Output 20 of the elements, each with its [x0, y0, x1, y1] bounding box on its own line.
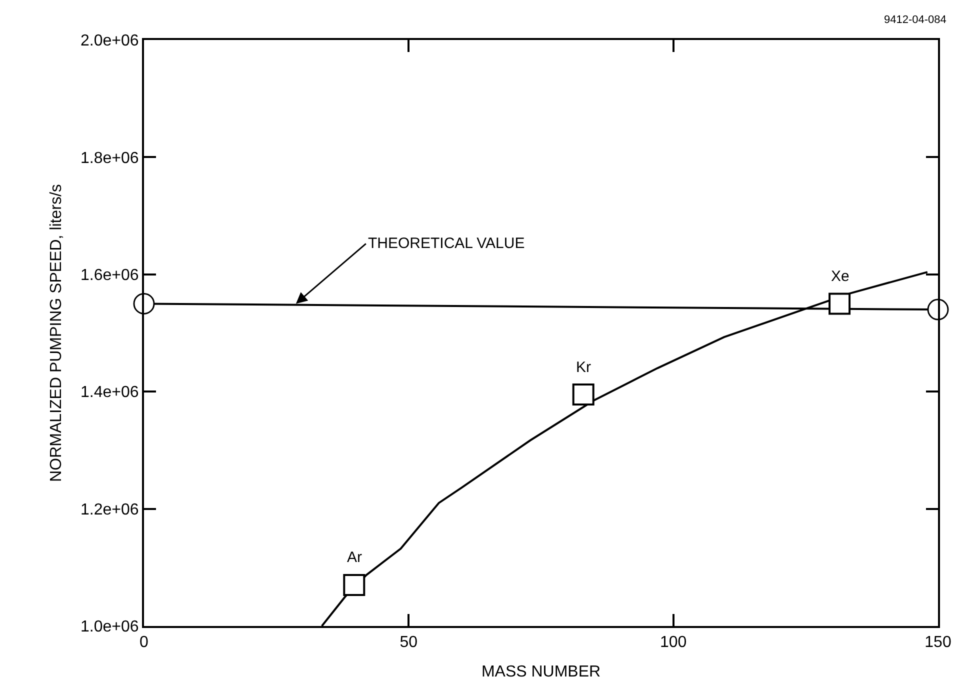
annotation: Ar [347, 549, 362, 566]
annotation: Kr [576, 359, 592, 376]
y-axis-title: NORMALIZED PUMPING SPEED, liters/s [48, 184, 65, 482]
x-axis-title: MASS NUMBER [481, 663, 601, 680]
point [343, 574, 366, 596]
annotation: Xe [831, 268, 850, 285]
y-tick-label: 1.6e+06 [80, 267, 139, 284]
x-tick-label: 0 [140, 634, 149, 652]
x-tick-label: 100 [660, 634, 687, 652]
annotation: THEORETICAL VALUE [368, 235, 525, 252]
point [828, 292, 851, 315]
text: 9412-04-084 [884, 14, 946, 26]
y-tick-label: 2.0e+06 [80, 32, 139, 50]
y-tick-label: 1.2e+06 [80, 501, 139, 518]
x-tick-label: 50 [400, 634, 418, 652]
point [572, 384, 594, 406]
x-tick-label: 150 [924, 634, 952, 652]
y-tick-label: 1.8e+06 [80, 150, 139, 167]
y-tick-label: 1.0e+06 [80, 618, 139, 636]
y-tick-label: 1.4e+06 [80, 384, 139, 402]
